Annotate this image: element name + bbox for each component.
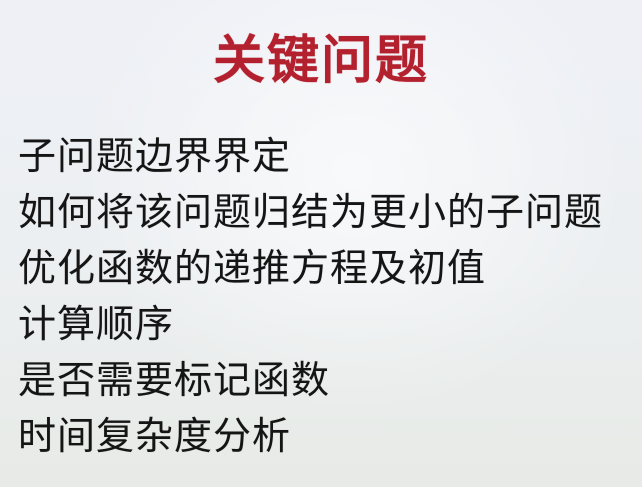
key-points-list: 子问题边界界定 如何将该问题归结为更小的子问题 优化函数的递推方程及初值 计算顺…: [18, 128, 603, 464]
slide-title: 关键问题: [212, 31, 429, 91]
key-point-item: 是否需要标记函数: [18, 358, 331, 402]
key-point-item: 如何将该问题归结为更小的子问题: [18, 190, 604, 234]
key-point-item: 优化函数的递推方程及初值: [18, 246, 487, 290]
key-point-item: 计算顺序: [18, 302, 175, 346]
key-point-item: 时间复杂度分析: [18, 414, 292, 458]
key-point-item: 子问题边界界定: [18, 134, 292, 178]
